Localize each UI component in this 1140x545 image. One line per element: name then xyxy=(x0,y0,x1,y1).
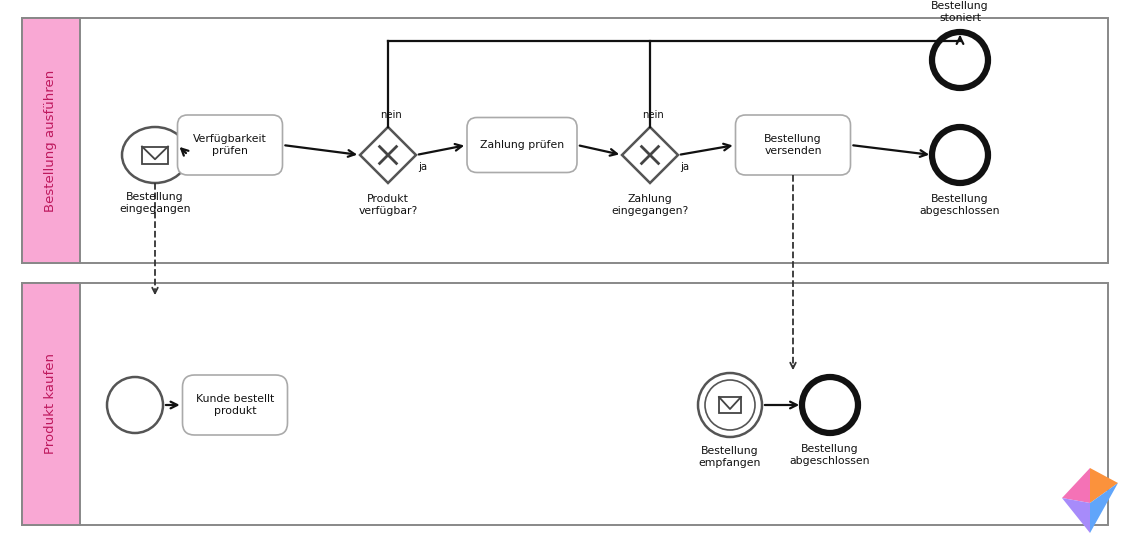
Polygon shape xyxy=(622,127,678,183)
Text: Zahlung
eingegangen?: Zahlung eingegangen? xyxy=(611,194,689,216)
Circle shape xyxy=(698,373,762,437)
Bar xyxy=(22,18,80,263)
Text: Kunde bestellt
produkt: Kunde bestellt produkt xyxy=(196,394,274,416)
Polygon shape xyxy=(1090,468,1118,503)
Text: nein: nein xyxy=(380,110,401,120)
Circle shape xyxy=(933,127,988,183)
Text: ja: ja xyxy=(681,162,690,172)
Text: Bestellung
eingegangen: Bestellung eingegangen xyxy=(120,192,190,214)
Text: Produkt
verfügbar?: Produkt verfügbar? xyxy=(358,194,417,216)
Polygon shape xyxy=(1090,483,1118,533)
Text: Verfügbarkeit
prüfen: Verfügbarkeit prüfen xyxy=(193,134,267,156)
FancyBboxPatch shape xyxy=(182,375,287,435)
Circle shape xyxy=(803,377,858,433)
Bar xyxy=(22,283,80,525)
Text: Zahlung prüfen: Zahlung prüfen xyxy=(480,140,564,150)
Text: ja: ja xyxy=(418,162,428,172)
Text: Bestellung
stoniert: Bestellung stoniert xyxy=(931,1,988,23)
Polygon shape xyxy=(360,127,416,183)
Polygon shape xyxy=(1062,468,1090,503)
FancyBboxPatch shape xyxy=(467,118,577,173)
FancyBboxPatch shape xyxy=(178,115,283,175)
Bar xyxy=(142,147,168,164)
Circle shape xyxy=(705,380,755,430)
Bar xyxy=(719,397,741,413)
Bar xyxy=(22,18,1108,263)
Circle shape xyxy=(107,377,163,433)
Text: Bestellung
empfangen: Bestellung empfangen xyxy=(699,446,762,468)
FancyBboxPatch shape xyxy=(735,115,850,175)
Text: Bestellung
abgeschlossen: Bestellung abgeschlossen xyxy=(790,444,870,466)
Text: Produkt kaufen: Produkt kaufen xyxy=(44,354,57,455)
Ellipse shape xyxy=(122,127,188,183)
Text: Bestellung
abgeschlossen: Bestellung abgeschlossen xyxy=(920,194,1000,216)
Polygon shape xyxy=(1062,498,1090,533)
Circle shape xyxy=(933,32,988,88)
Bar xyxy=(22,283,1108,525)
Text: Bestellung
versenden: Bestellung versenden xyxy=(764,134,822,156)
Text: Bestellung ausführen: Bestellung ausführen xyxy=(44,69,57,211)
Text: nein: nein xyxy=(642,110,663,120)
